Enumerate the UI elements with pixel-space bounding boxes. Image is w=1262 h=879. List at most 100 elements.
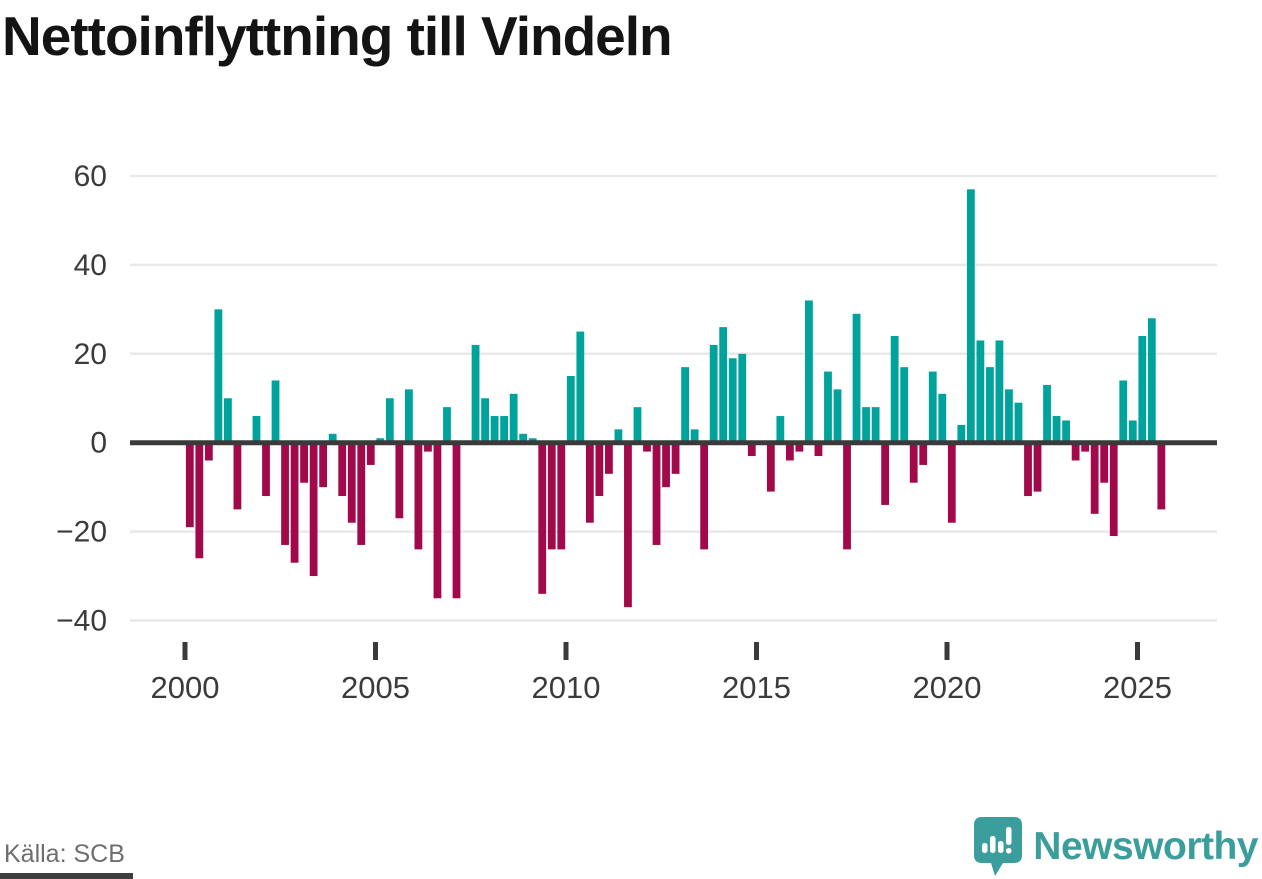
bar — [385, 398, 394, 443]
bar — [719, 327, 728, 443]
x-axis-label: 2025 — [1103, 670, 1172, 705]
bar — [995, 340, 1004, 443]
bar — [700, 442, 709, 550]
newsworthy-wordmark: Newsworthy — [1033, 825, 1258, 868]
bar — [871, 407, 880, 443]
bar — [795, 442, 804, 452]
bar — [214, 309, 223, 443]
bar — [404, 389, 413, 443]
y-axis-label: −20 — [56, 516, 107, 549]
bar — [271, 380, 280, 443]
bar — [1081, 442, 1090, 452]
bar — [805, 300, 813, 443]
bar — [890, 336, 899, 443]
bar — [833, 389, 842, 443]
source-caption: Källa: SCB — [4, 840, 125, 868]
bar — [728, 358, 737, 443]
y-axis-label: 0 — [90, 427, 107, 460]
bar — [824, 371, 832, 443]
bar — [309, 442, 318, 577]
bar — [1100, 442, 1109, 483]
bar — [233, 442, 242, 510]
bar — [986, 367, 994, 443]
bar — [814, 442, 823, 457]
bar — [1014, 402, 1023, 443]
bar — [605, 442, 613, 474]
bar — [414, 442, 423, 550]
bar — [966, 189, 975, 443]
bar — [185, 442, 194, 528]
bar — [252, 416, 261, 443]
bar — [585, 442, 594, 523]
x-axis-label: 2000 — [151, 670, 220, 705]
bar — [909, 442, 918, 483]
bar — [690, 429, 699, 443]
bar — [1147, 318, 1156, 443]
bar — [490, 416, 499, 443]
bar — [566, 376, 575, 443]
bar — [681, 367, 689, 443]
bar — [624, 442, 632, 608]
bar — [919, 442, 928, 465]
bar — [614, 429, 623, 443]
bar — [290, 442, 299, 563]
bar — [538, 442, 547, 594]
bar — [852, 313, 861, 443]
bar — [576, 331, 585, 443]
bar — [547, 442, 556, 550]
bar — [357, 442, 366, 545]
y-axis-label: 20 — [74, 338, 107, 371]
bar — [662, 442, 670, 488]
bar — [1138, 336, 1147, 443]
bar — [366, 442, 375, 465]
bar — [633, 407, 642, 443]
bar — [519, 433, 528, 443]
bar — [471, 344, 480, 443]
bar — [262, 442, 270, 497]
bar — [395, 442, 404, 519]
bar — [424, 442, 432, 452]
bar — [204, 442, 213, 461]
bar — [595, 442, 604, 497]
bar — [328, 433, 337, 443]
bar — [928, 371, 937, 443]
bar — [557, 442, 566, 550]
bar — [1043, 384, 1051, 443]
bar — [338, 442, 347, 497]
bar — [947, 442, 956, 523]
bar — [738, 353, 747, 443]
x-axis-label: 2010 — [532, 670, 601, 705]
bar — [195, 442, 204, 559]
bar — [881, 442, 890, 505]
bar — [671, 442, 680, 474]
bar — [319, 442, 328, 488]
bar — [900, 367, 909, 443]
bar — [347, 442, 356, 523]
y-axis-label: 40 — [74, 249, 107, 282]
bar — [433, 442, 442, 599]
bar — [957, 424, 966, 443]
bar — [481, 398, 489, 443]
bar — [938, 393, 947, 443]
bar — [500, 416, 509, 443]
x-axis-label: 2015 — [722, 670, 791, 705]
bar — [1024, 442, 1032, 497]
bar — [785, 442, 794, 461]
bar — [509, 393, 518, 443]
bar — [1033, 442, 1042, 492]
bar — [776, 416, 785, 443]
bar — [1062, 420, 1070, 443]
chart-title: Nettoinflyttning till Vindeln — [2, 5, 673, 67]
bar — [1005, 389, 1013, 443]
bar — [652, 442, 661, 545]
y-axis-label: 60 — [74, 160, 107, 193]
bar — [747, 442, 756, 457]
bar — [1109, 442, 1118, 537]
bar — [643, 442, 651, 452]
bottom-bar — [0, 873, 133, 879]
bar — [1071, 442, 1080, 461]
bar — [1119, 380, 1128, 443]
bar — [1157, 442, 1166, 510]
bar — [452, 442, 461, 599]
